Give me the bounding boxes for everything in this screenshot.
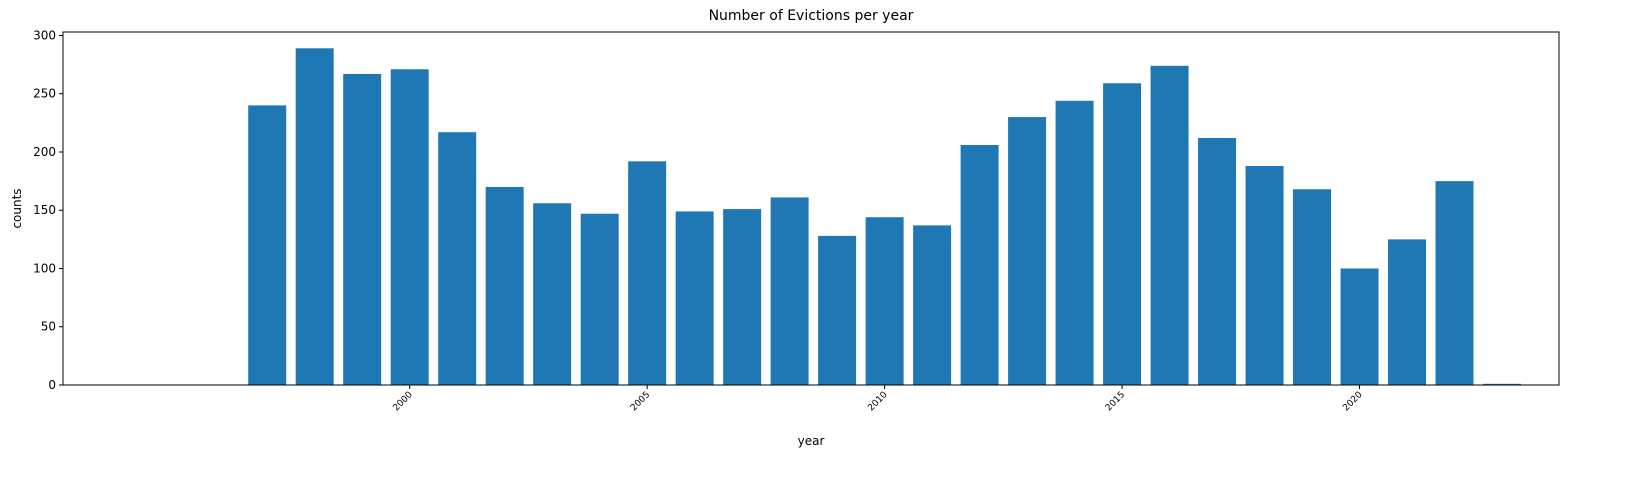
bar-2016 [1150,65,1189,385]
bar-1997 [248,105,287,386]
bar-1999 [343,73,382,385]
y-tick-label: 100 [33,261,56,275]
bar-2009 [818,235,857,385]
y-tick-label: 50 [41,320,56,334]
bar-2017 [1198,138,1237,385]
x-tick-label: 2015 [1104,390,1127,413]
x-tick-label: 2010 [866,390,889,413]
bars-group [248,48,1521,386]
x-tick-label: 2020 [1341,390,1364,413]
bar-1998 [295,48,334,386]
bar-2007 [723,209,762,385]
y-axis-ticks: 0 50 100 150 200 250 300 [33,28,63,392]
bar-2010 [865,217,904,385]
y-axis-label: counts [10,188,24,228]
bar-2008 [770,197,809,385]
bar-2023 [1483,383,1521,385]
bar-2021 [1388,239,1427,385]
bar-2015 [1103,83,1142,385]
bar-2014 [1055,100,1094,386]
bar-2002 [485,186,524,385]
y-tick-label: 200 [33,145,56,159]
bar-2013 [1008,117,1047,386]
bar-2011 [913,225,952,385]
chart-title: Number of Evictions per year [709,8,914,24]
bar-2020 [1340,268,1379,385]
x-tick-label: 2005 [629,390,652,413]
x-axis-label: year [798,434,825,448]
bar-2012 [960,145,999,385]
y-tick-label: 0 [48,378,56,392]
y-tick-label: 300 [33,28,56,42]
bar-2005 [628,161,667,385]
y-tick-label: 250 [33,87,56,101]
bar-2000 [390,69,429,385]
x-tick-label: 2000 [392,390,415,413]
bar-2001 [438,132,477,385]
plot-frame [62,31,1560,386]
y-tick-label: 150 [33,203,56,217]
bar-2003 [533,203,572,385]
bar-2022 [1435,181,1474,385]
x-axis-ticks: 2000 2005 2010 2015 2020 [392,385,1365,413]
bar-2004 [580,213,619,385]
bar-2019 [1293,189,1332,385]
bar-2006 [675,211,714,385]
bar-2018 [1245,165,1284,385]
